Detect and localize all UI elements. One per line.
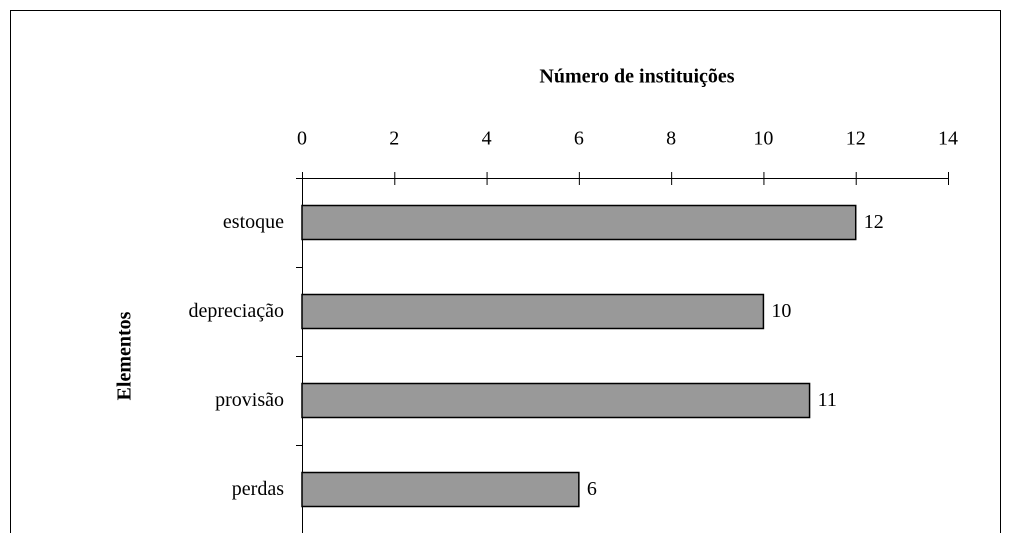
y-tick-label: perdas bbox=[232, 478, 284, 500]
frame bbox=[10, 10, 1001, 533]
y-axis-label: Elementos bbox=[114, 311, 136, 400]
x-tick-label: 6 bbox=[574, 128, 584, 150]
bar bbox=[301, 204, 857, 241]
data-label: 11 bbox=[818, 389, 837, 411]
x-tick-label: 4 bbox=[482, 128, 492, 150]
data-label: 10 bbox=[771, 300, 791, 322]
y-tick-label: depreciação bbox=[189, 300, 284, 322]
bar bbox=[301, 471, 580, 508]
x-tick-label: 12 bbox=[846, 128, 866, 150]
bar bbox=[301, 382, 811, 419]
x-tick-label: 2 bbox=[389, 128, 399, 150]
x-axis-label: Número de instituições bbox=[539, 66, 734, 88]
x-tick-label: 10 bbox=[753, 128, 773, 150]
x-tick-label: 8 bbox=[666, 128, 676, 150]
data-label: 6 bbox=[587, 478, 597, 500]
x-tick-label: 0 bbox=[297, 128, 307, 150]
data-label: 12 bbox=[864, 211, 884, 233]
y-tick-label: estoque bbox=[223, 211, 284, 233]
x-tick-label: 14 bbox=[938, 128, 958, 150]
bar bbox=[301, 293, 765, 330]
y-tick-label: provisão bbox=[215, 389, 284, 411]
